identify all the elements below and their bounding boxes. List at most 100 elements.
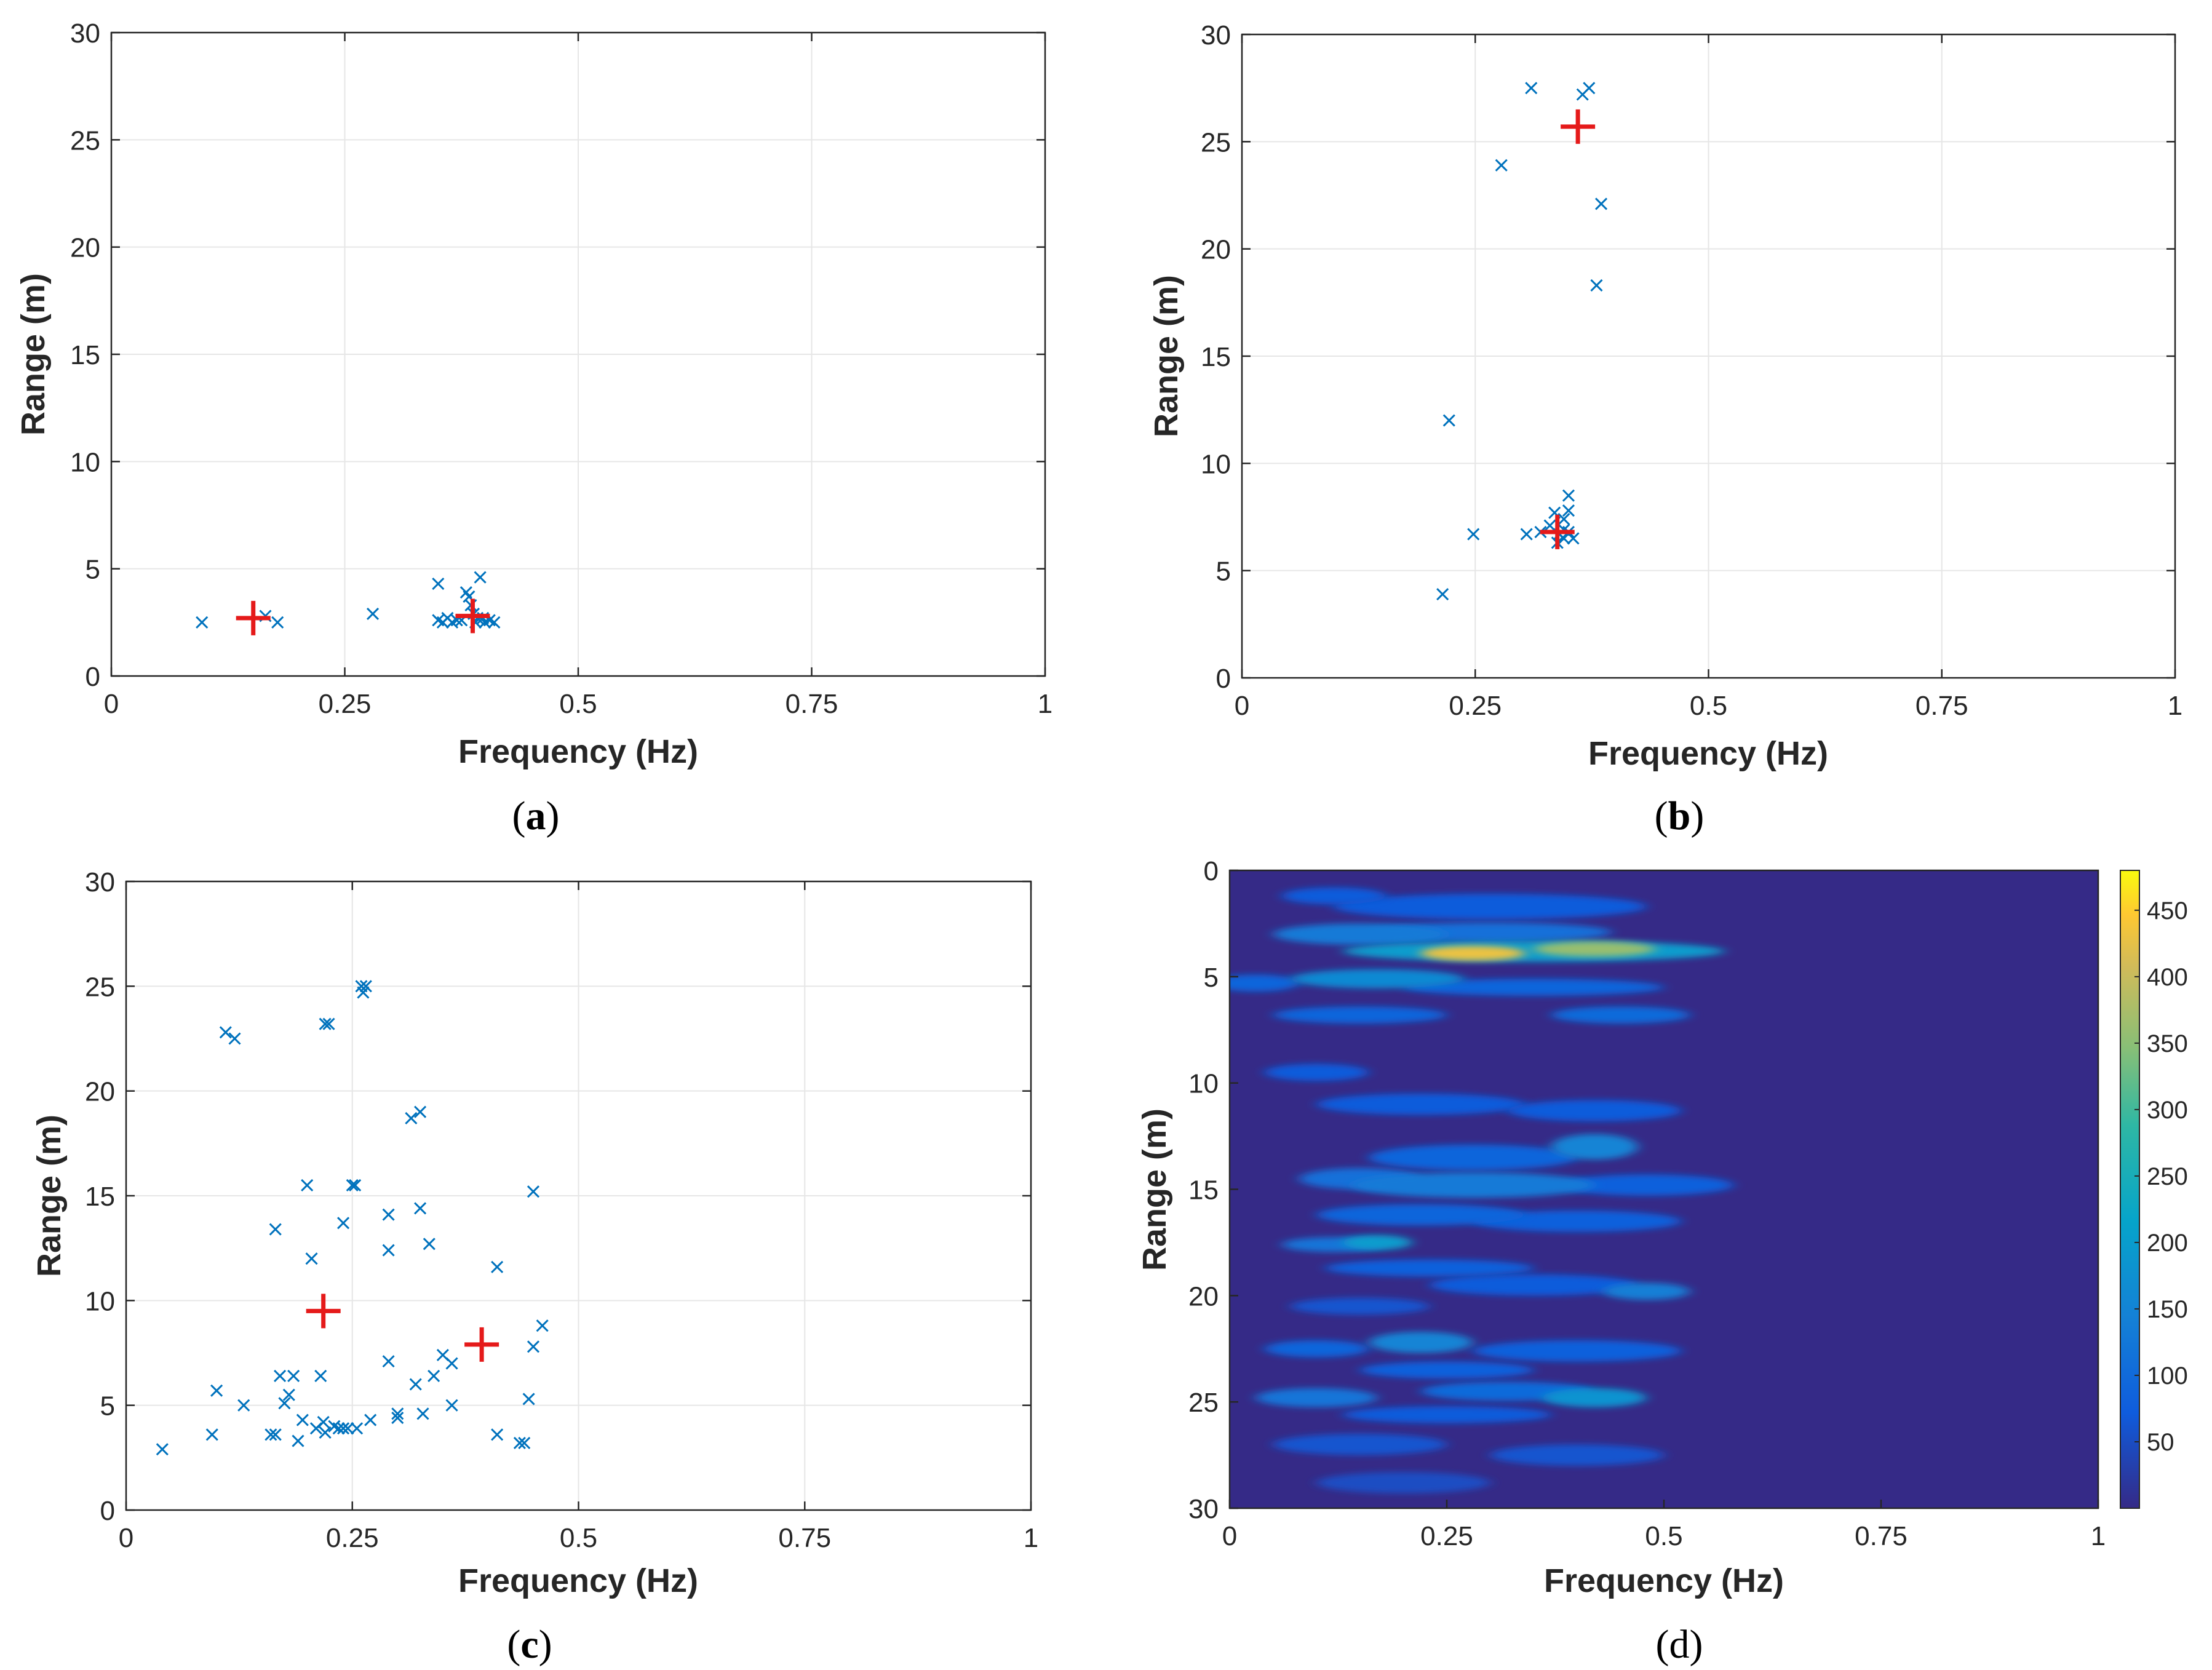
y-tick-label: 10 [85, 1286, 115, 1316]
detection-point [1436, 587, 1449, 601]
detection-point [536, 1319, 549, 1332]
x-axis-label-d: Frequency (Hz) [1544, 1562, 1784, 1599]
colorbar-gradient [2120, 870, 2140, 1509]
y-tick-label: 0 [86, 662, 100, 692]
heatmap-hotspot [1551, 1134, 1638, 1160]
heatmap-hotspot [1273, 1434, 1447, 1455]
x-tick-label: 0.75 [1855, 1521, 1908, 1551]
detection-point [1520, 528, 1533, 541]
heatmap-hotspot [1255, 1388, 1378, 1407]
x-tick-label: 0 [1235, 691, 1249, 721]
x-tick-label: 0 [104, 689, 119, 719]
detection-point [1495, 159, 1508, 172]
y-tick-label: 30 [70, 18, 100, 49]
y-tick-label: 5 [100, 1391, 115, 1421]
detection-point [319, 1017, 332, 1030]
detection-point [292, 1434, 304, 1447]
y-tick-label: 30 [1188, 1494, 1219, 1524]
detection-point [317, 1415, 330, 1428]
heatmap-hotspot [1316, 1204, 1526, 1226]
x-axis-label-b: Frequency (Hz) [1588, 735, 1828, 772]
heatmap-hotspot [1473, 1211, 1682, 1232]
series-detections-c [156, 980, 549, 1456]
heatmap-hotspot [1273, 1006, 1447, 1024]
peak-marker [1561, 109, 1596, 144]
series-peaks-b [1540, 109, 1596, 549]
x-axis-label-c: Frequency (Hz) [458, 1562, 698, 1599]
detection-point [1583, 82, 1596, 95]
detection-point [391, 1412, 404, 1425]
detection-point [1562, 504, 1575, 517]
colorbar-tick-label: 50 [2147, 1429, 2174, 1456]
detection-point [349, 1179, 362, 1192]
y-tick-label: 0 [100, 1496, 115, 1526]
y-tick-label: 0 [1204, 856, 1219, 886]
x-tick-label: 0.5 [559, 689, 597, 719]
detection-point [488, 616, 501, 629]
detection-point [271, 616, 284, 629]
detection-point [319, 1426, 332, 1439]
caption-d: (d) [1656, 1622, 1703, 1667]
heatmap-hotspot [1334, 894, 1647, 920]
peak-marker [455, 598, 490, 634]
detection-point [301, 1179, 314, 1192]
detection-point [1562, 489, 1575, 502]
detection-point [351, 1422, 364, 1435]
heatmap-hotspot [1290, 1297, 1430, 1315]
detection-point [336, 1422, 350, 1435]
heatmap-hotspot [1273, 923, 1447, 945]
y-tick-label: 0 [1216, 664, 1231, 694]
y-tick-label: 25 [1188, 1388, 1219, 1418]
heatmap-hotspot [1264, 1064, 1369, 1081]
detection-point [382, 1355, 395, 1368]
detection-point [278, 1397, 291, 1410]
heatmap-hotspot [1507, 1100, 1682, 1121]
y-tick-label: 25 [70, 125, 100, 156]
detection-point [391, 1407, 404, 1420]
detection-point [346, 1179, 359, 1192]
y-tick-label: 25 [85, 972, 115, 1002]
heatmap-hotspot [1264, 1340, 1369, 1358]
heatmap-cells [1230, 887, 1733, 1493]
y-axis-label-c: Range (m) [31, 1115, 68, 1277]
detection-point [414, 1202, 427, 1215]
y-tick-label: 5 [1216, 557, 1231, 587]
colorbar-tick-label: 100 [2147, 1362, 2188, 1390]
detection-point [269, 1428, 282, 1441]
detection-point [287, 1369, 300, 1383]
detection-point [305, 1252, 318, 1265]
heatmap-hotspot [1420, 945, 1526, 961]
heatmap-hotspot [1429, 1274, 1638, 1296]
detection-point [156, 1443, 169, 1456]
detection-point [341, 1422, 354, 1435]
colorbar-tick-label: 200 [2147, 1230, 2188, 1257]
heatmap-hotspot [1290, 969, 1465, 988]
y-tick-label: 20 [1188, 1281, 1219, 1311]
heatmap-hotspot [1316, 1093, 1526, 1115]
detection-point [1558, 512, 1570, 526]
detection-point [336, 1217, 350, 1230]
y-tick-label: 5 [86, 555, 100, 585]
detection-point [527, 1340, 540, 1353]
detection-point [359, 980, 372, 993]
detection-point [382, 1208, 395, 1221]
colorbar-tick-label: 300 [2147, 1097, 2188, 1124]
detection-point [274, 1369, 287, 1383]
detection-point [414, 1105, 427, 1118]
x-tick-label: 1 [2168, 691, 2182, 721]
x-tick-label: 1 [2091, 1521, 2106, 1551]
detection-point [228, 1032, 241, 1045]
heatmap-hotspot [1534, 941, 1655, 956]
detection-point [491, 1260, 504, 1273]
heatmap-hotspot [1603, 1282, 1690, 1300]
heatmap-hotspot [1368, 1332, 1473, 1353]
detection-point [322, 1017, 335, 1030]
heatmap-hotspot [1281, 887, 1386, 905]
x-tick-label: 0.75 [786, 689, 838, 719]
colorbar-tick-label: 250 [2147, 1163, 2188, 1190]
detection-point [269, 1223, 282, 1236]
